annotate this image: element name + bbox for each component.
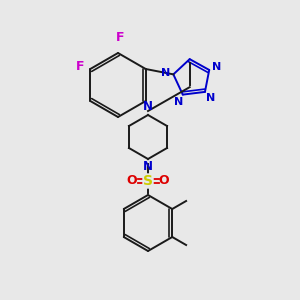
Text: N: N	[174, 97, 184, 106]
Text: O: O	[127, 175, 137, 188]
Text: N: N	[212, 61, 221, 72]
Text: N: N	[161, 68, 170, 78]
Text: S: S	[143, 174, 153, 188]
Text: F: F	[116, 31, 124, 44]
Text: N: N	[143, 100, 153, 113]
Text: O: O	[159, 175, 169, 188]
Text: N: N	[206, 93, 215, 103]
Text: F: F	[76, 59, 85, 73]
Text: N: N	[143, 160, 153, 173]
